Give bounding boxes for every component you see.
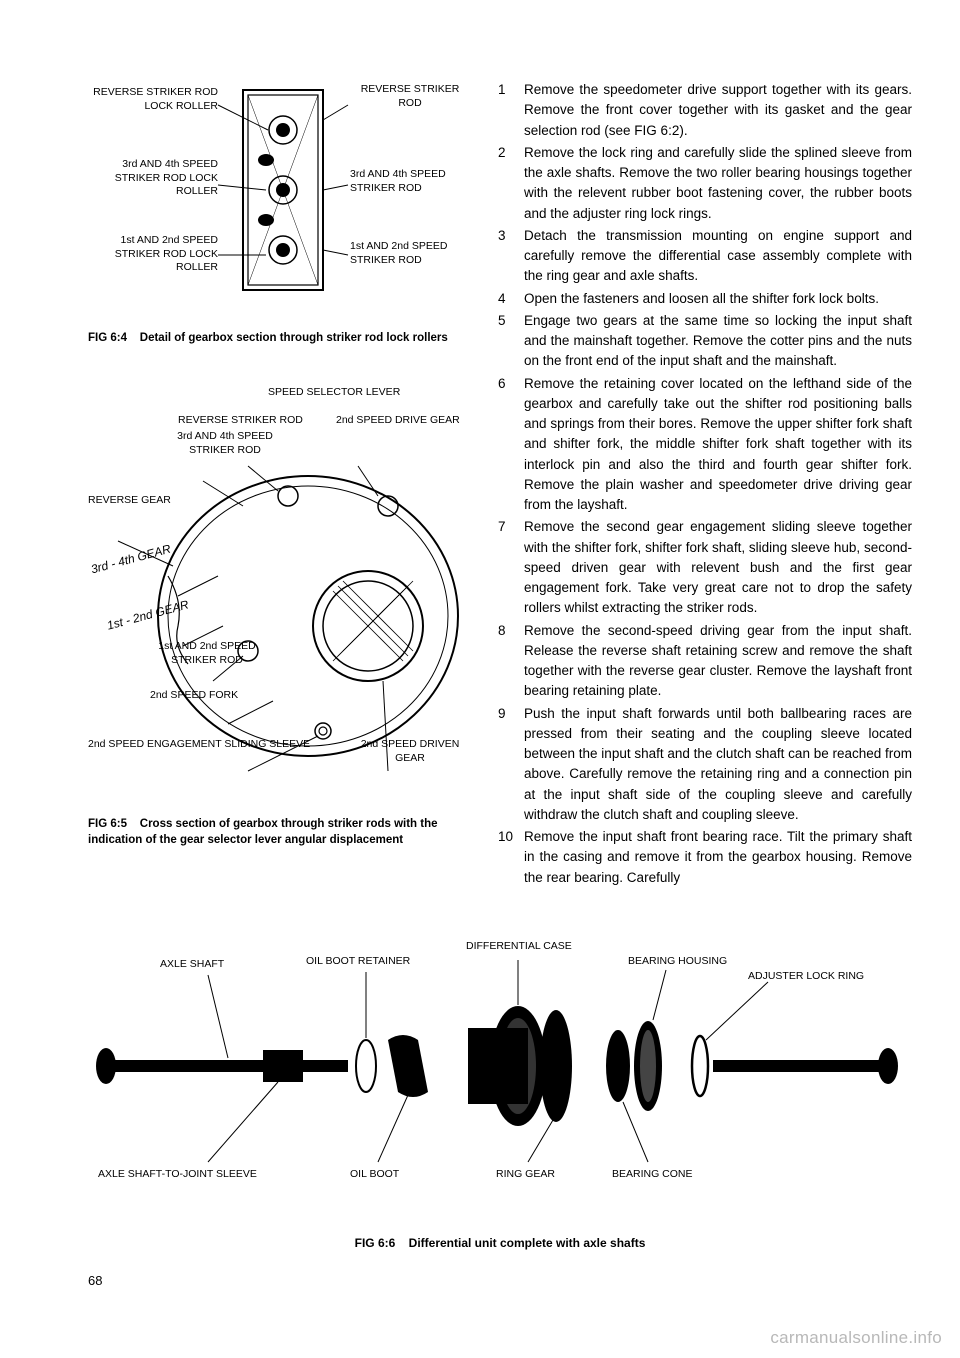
fig5-label-top3: 2nd SPEED DRIVE GEAR xyxy=(336,414,460,428)
fig5-label-gear12: 1st - 2nd GEAR xyxy=(105,597,190,634)
fig6-illustration: AXLE SHAFT OIL BOOT RETAINER DIFFERENTIA… xyxy=(88,920,912,1220)
fig5-illustration: SPEED SELECTOR LEVER REVERSE STRIKER ROD… xyxy=(88,386,468,806)
step-number: 1 xyxy=(498,80,524,141)
fig6-label-t3: DIFFERENTIAL CASE xyxy=(466,940,572,952)
fig6-label-b3: RING GEAR xyxy=(496,1168,555,1180)
figure-6-4: REVERSE STRIKER ROD LOCK ROLLER 3rd AND … xyxy=(88,80,468,346)
step-text: Remove the retaining cover located on th… xyxy=(524,374,912,516)
step-number: 8 xyxy=(498,621,524,702)
fig6-label-t2: OIL BOOT RETAINER xyxy=(306,955,410,967)
step-list: 1Remove the speedometer drive support to… xyxy=(498,80,912,888)
fig6-caption-num: FIG 6:6 xyxy=(355,1236,396,1250)
fig5-label-bot1: 2nd SPEED ENGAGEMENT SLIDING SLEEVE xyxy=(88,738,310,752)
step-item: 1Remove the speedometer drive support to… xyxy=(498,80,912,141)
step-text: Remove the second gear engagement slidin… xyxy=(524,517,912,618)
fig5-label-top1: SPEED SELECTOR LEVER xyxy=(268,386,400,400)
step-text: Push the input shaft forwards until both… xyxy=(524,704,912,826)
fig4-caption-num: FIG 6:4 xyxy=(88,332,127,344)
fig5-caption: FIG 6:5 Cross section of gearbox through… xyxy=(88,816,468,848)
fig4-label-l2: 3rd AND 4th SPEED STRIKER ROD LOCK ROLLE… xyxy=(88,158,218,199)
fig5-label-top2: REVERSE STRIKER ROD xyxy=(178,414,303,428)
step-number: 9 xyxy=(498,704,524,826)
fig5-label-mid1: 1st AND 2nd SPEED STRIKER ROD xyxy=(142,640,272,667)
fig4-label-r2: 3rd AND 4th SPEED STRIKER ROD xyxy=(350,168,468,195)
step-item: 2Remove the lock ring and carefully slid… xyxy=(498,143,912,224)
step-item: 3Detach the transmission mounting on eng… xyxy=(498,226,912,287)
fig5-caption-num: FIG 6:5 xyxy=(88,818,127,830)
page-number: 68 xyxy=(88,1273,102,1288)
fig6-label-b4: BEARING CONE xyxy=(612,1168,693,1180)
step-number: 2 xyxy=(498,143,524,224)
step-item: 8Remove the second-speed driving gear fr… xyxy=(498,621,912,702)
fig6-label-t5: ADJUSTER LOCK RING xyxy=(748,970,864,982)
figure-6-6: AXLE SHAFT OIL BOOT RETAINER DIFFERENTIA… xyxy=(88,920,912,1318)
fig5-label-mid2: 2nd SPEED FORK xyxy=(150,689,238,703)
step-number: 10 xyxy=(498,827,524,888)
step-item: 9Push the input shaft forwards until bot… xyxy=(498,704,912,826)
fig6-label-t1: AXLE SHAFT xyxy=(160,958,224,970)
fig6-caption: FIG 6:6 Differential unit complete with … xyxy=(88,1236,912,1250)
step-number: 5 xyxy=(498,311,524,372)
fig4-label-l1: REVERSE STRIKER ROD LOCK ROLLER xyxy=(88,86,218,113)
step-item: 4Open the fasteners and loosen all the s… xyxy=(498,289,912,309)
watermark: carmanualsonline.info xyxy=(770,1328,942,1348)
step-item: 7Remove the second gear engagement slidi… xyxy=(498,517,912,618)
step-text: Open the fasteners and loosen all the sh… xyxy=(524,289,912,309)
step-text: Detach the transmission mounting on engi… xyxy=(524,226,912,287)
fig4-label-r3: 1st AND 2nd SPEED STRIKER ROD xyxy=(350,240,468,267)
step-list-column: 1Remove the speedometer drive support to… xyxy=(498,80,912,890)
step-number: 7 xyxy=(498,517,524,618)
fig4-illustration: REVERSE STRIKER ROD LOCK ROLLER 3rd AND … xyxy=(88,80,468,320)
step-text: Remove the input shaft front bearing rac… xyxy=(524,827,912,888)
step-number: 6 xyxy=(498,374,524,516)
step-text: Engage two gears at the same time so loc… xyxy=(524,311,912,372)
step-item: 10Remove the input shaft front bearing r… xyxy=(498,827,912,888)
fig6-label-b2: OIL BOOT xyxy=(350,1168,399,1180)
fig5-label-gear34: 3rd - 4th GEAR xyxy=(89,542,172,578)
fig4-label-l3: 1st AND 2nd SPEED STRIKER ROD LOCK ROLLE… xyxy=(88,234,218,275)
step-text: Remove the speedometer drive support tog… xyxy=(524,80,912,141)
fig5-label-top4: 3rd AND 4th SPEED STRIKER ROD xyxy=(160,430,290,457)
step-text: Remove the lock ring and carefully slide… xyxy=(524,143,912,224)
fig5-label-left1: REVERSE GEAR xyxy=(88,494,171,508)
fig5-label-bot2: 2nd SPEED DRIVEN GEAR xyxy=(350,738,470,765)
step-item: 6Remove the retaining cover located on t… xyxy=(498,374,912,516)
fig4-caption: FIG 6:4 Detail of gearbox section throug… xyxy=(88,330,468,346)
step-number: 4 xyxy=(498,289,524,309)
step-item: 5Engage two gears at the same time so lo… xyxy=(498,311,912,372)
fig6-label-t4: BEARING HOUSING xyxy=(628,955,727,967)
fig6-label-b1: AXLE SHAFT-TO-JOINT SLEEVE xyxy=(98,1168,257,1180)
step-text: Remove the second-speed driving gear fro… xyxy=(524,621,912,702)
fig5-caption-text: Cross section of gearbox through striker… xyxy=(88,818,438,846)
fig4-caption-text: Detail of gearbox section through strike… xyxy=(140,332,448,344)
step-number: 3 xyxy=(498,226,524,287)
figure-6-5: SPEED SELECTOR LEVER REVERSE STRIKER ROD… xyxy=(88,386,468,848)
fig6-caption-text: Differential unit complete with axle sha… xyxy=(409,1236,646,1250)
fig4-label-r1: REVERSE STRIKER ROD xyxy=(350,83,470,110)
